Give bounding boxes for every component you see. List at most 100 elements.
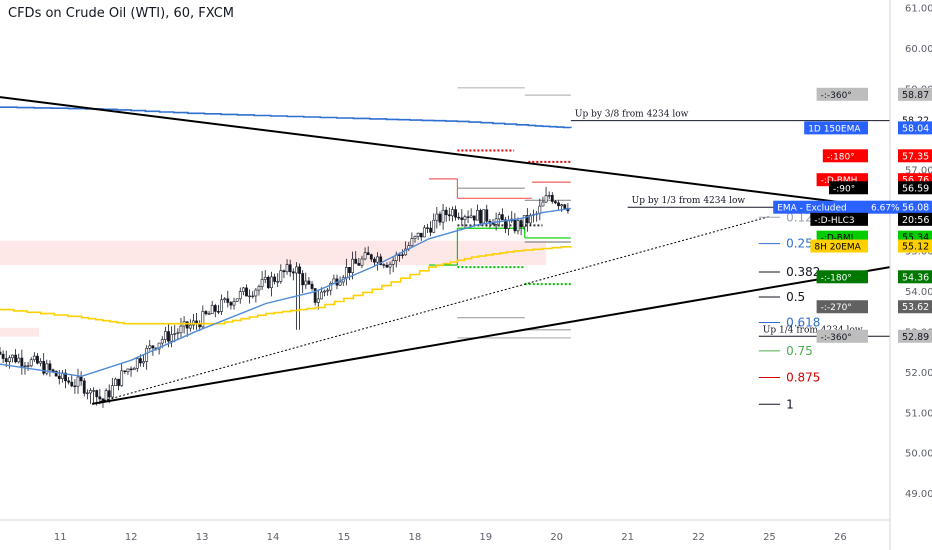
candle-body (310, 283, 314, 289)
candle-body (554, 201, 557, 204)
candle-body (329, 283, 333, 291)
price-tag-label-bg (816, 87, 868, 101)
price-tag-value: 58.04 (902, 123, 929, 134)
candle-body (20, 357, 24, 367)
candle-body (232, 301, 236, 306)
candle-body (48, 363, 52, 371)
candle-body (101, 398, 105, 402)
candle-body (39, 361, 42, 364)
candle-body (466, 216, 470, 218)
chart-title: CFDs on Crude Oil (WTI), 60, FXCM (8, 6, 235, 21)
candle-body (151, 345, 155, 349)
candle-body (73, 385, 77, 388)
price-tag-value-bg (898, 212, 932, 226)
annotations: Up by 3/8 from 4234 low Up by 1/3 from 42… (570, 110, 890, 337)
y-tick-label: 50.00 (905, 449, 932, 460)
candle-body (110, 385, 114, 398)
x-tick-label: 20 (550, 532, 563, 543)
candle-body (207, 313, 211, 315)
candle-body (457, 216, 461, 219)
price-tag-value-bg (898, 181, 932, 195)
price-tag-label: -:-360° (821, 91, 852, 101)
x-tick-label: 22 (692, 532, 705, 543)
candle-body (550, 195, 554, 202)
candle-body (360, 258, 364, 266)
trend-line[interactable] (0, 96, 891, 210)
candle-body (348, 267, 351, 273)
candle-body (401, 254, 404, 256)
candle-body (36, 355, 39, 364)
candle-body (201, 311, 205, 328)
price-tag-label-bg (773, 200, 868, 214)
candle-body (422, 227, 426, 238)
candle-body (82, 380, 86, 394)
candle-body (79, 376, 83, 382)
price-tag-label-bg (810, 212, 868, 226)
candle-body (263, 276, 267, 280)
price-tag-value: 20:56 (902, 215, 929, 226)
candle-body (251, 295, 255, 298)
candle-body (307, 280, 311, 285)
candle-body (469, 215, 473, 218)
candle-body (385, 264, 389, 268)
candle-body (522, 215, 526, 228)
candle-body (270, 276, 273, 289)
price-tag-label: 1D 150EMA (808, 124, 861, 134)
candle-body (170, 334, 174, 342)
ema-lines (0, 106, 572, 378)
candle-body (451, 209, 454, 217)
axes (0, 0, 891, 550)
candle-body (391, 260, 395, 265)
price-tag-value-bg (898, 87, 932, 101)
candle-body (176, 332, 180, 334)
candle-body (29, 359, 33, 367)
candle-body (351, 258, 354, 273)
price-tag-value-bg (898, 300, 932, 314)
candle-body (163, 331, 167, 340)
price-tag-value: 53.62 (902, 302, 929, 313)
candle-body (226, 298, 230, 303)
price-tag-value-bg (898, 270, 932, 284)
candle-body (248, 295, 252, 298)
candle-body (507, 220, 511, 229)
price-tag-value: 57.35 (902, 151, 929, 162)
trend-lines[interactable] (0, 96, 891, 405)
candle-body (497, 214, 501, 220)
candle-body (129, 368, 133, 371)
candle-body (57, 375, 61, 379)
candle-body (344, 267, 348, 278)
dotted-trend-line[interactable] (92, 216, 770, 405)
candle-body (460, 217, 464, 220)
price-tag-label-bg (816, 300, 868, 314)
candle-body (338, 281, 342, 286)
ema-1d-150-line (0, 106, 572, 129)
candle-body (70, 381, 74, 387)
candle-body (432, 219, 436, 233)
candle-body (426, 227, 429, 229)
candle-body (260, 279, 264, 287)
candle-body (45, 363, 49, 374)
candle-body (319, 291, 323, 300)
price-tag-value-bg (898, 200, 932, 214)
candle-body (479, 210, 482, 224)
candle-body (316, 298, 320, 303)
y-tick-label: 54.00 (905, 287, 932, 298)
candle-body (544, 195, 548, 203)
candle-body (435, 213, 439, 221)
candle-body (32, 355, 36, 361)
candle-body (132, 367, 136, 371)
candle-body (120, 370, 124, 386)
candle-body (276, 281, 280, 283)
price-change-bg (868, 200, 898, 214)
candle-body (95, 390, 99, 398)
candle-body (476, 210, 479, 221)
y-tick-label: 61.00 (905, 4, 932, 15)
x-tick-label: 19 (479, 532, 492, 543)
y-tick-label: 57.00 (905, 165, 932, 176)
candle-body (54, 370, 58, 377)
fib-level-label: 0.5 (786, 290, 805, 304)
fib-level-label: 0.25 (786, 237, 813, 251)
price-tag-value: 54.36 (902, 272, 929, 283)
trend-line[interactable] (92, 266, 891, 405)
